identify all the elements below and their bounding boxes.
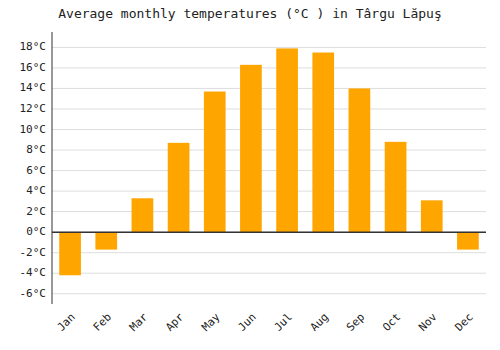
y-tick-label: -2°C bbox=[20, 246, 47, 259]
y-grid bbox=[52, 47, 486, 293]
grid-line bbox=[52, 232, 486, 233]
bar bbox=[385, 142, 407, 232]
grid-line bbox=[52, 67, 486, 68]
chart-container: -6°C -4°C -2°C 0°C 2°C 4°C 6°C 8°C 10°C 12°C 14°C 1… bbox=[0, 0, 500, 350]
bar bbox=[276, 48, 298, 232]
grid-line bbox=[52, 273, 486, 274]
grid-line bbox=[52, 88, 486, 89]
x-tick-label: Jan bbox=[55, 311, 78, 334]
x-tick-label: May bbox=[199, 310, 223, 334]
y-tick-label: 14°C bbox=[20, 81, 47, 94]
x-tick-labels: Jan Feb Mar Apr May Jun Jul Aug Sep Oct Nov Dec bbox=[55, 310, 476, 334]
grid-line bbox=[52, 150, 486, 151]
x-tick-label: Oct bbox=[380, 311, 403, 334]
grid-line bbox=[52, 108, 486, 109]
y-tick-label: 18°C bbox=[20, 40, 47, 53]
bars bbox=[59, 48, 479, 275]
bar bbox=[349, 88, 371, 232]
bar bbox=[59, 232, 81, 275]
bar bbox=[95, 232, 117, 249]
zero-line bbox=[52, 231, 486, 233]
x-tick-label: Jul bbox=[272, 311, 295, 334]
title: Average monthly temperatures (°C ) in Tâ… bbox=[58, 6, 442, 21]
x-tick-label: Aug bbox=[308, 311, 331, 334]
x-tick-label: Apr bbox=[163, 310, 187, 334]
y-tick-labels: -6°C -4°C -2°C 0°C 2°C 4°C 6°C 8°C 10°C 12°C 14°C 1… bbox=[20, 40, 47, 299]
bar bbox=[457, 232, 479, 249]
grid-line bbox=[52, 170, 486, 171]
y-tick-label: 10°C bbox=[20, 123, 47, 136]
x-tick-label: Feb bbox=[91, 311, 114, 334]
grid-line bbox=[52, 191, 486, 192]
y-tick-label: 8°C bbox=[26, 143, 46, 156]
y-tick-label: 2°C bbox=[26, 205, 46, 218]
x-tick-label: Jun bbox=[235, 311, 258, 334]
x-tick-label: Nov bbox=[416, 310, 440, 334]
bar bbox=[204, 92, 226, 233]
y-tick-label: 12°C bbox=[20, 102, 47, 115]
bar bbox=[312, 53, 334, 233]
x-tick-label: Mar bbox=[127, 310, 151, 334]
y-tick-label: 6°C bbox=[26, 164, 46, 177]
grid-line bbox=[52, 293, 486, 294]
y-tick-label: -4°C bbox=[20, 266, 47, 279]
y-tick-label: -6°C bbox=[20, 287, 47, 300]
y-tick-label: 0°C bbox=[26, 225, 46, 238]
bar bbox=[132, 198, 154, 232]
y-tick-label: 4°C bbox=[26, 184, 46, 197]
y-axis-line bbox=[52, 32, 53, 304]
grid-line bbox=[52, 47, 486, 48]
chart: -6°C -4°C -2°C 0°C 2°C 4°C 6°C 8°C 10°C 12°C 14°C 1… bbox=[0, 0, 500, 350]
y-tick-label: 16°C bbox=[20, 61, 47, 74]
bar bbox=[421, 200, 443, 232]
grid-line bbox=[52, 129, 486, 130]
bar bbox=[240, 65, 262, 232]
x-tick-label: Dec bbox=[452, 311, 475, 334]
x-tick-label: Sep bbox=[344, 311, 367, 334]
grid-line bbox=[52, 252, 486, 253]
bar bbox=[168, 143, 190, 232]
